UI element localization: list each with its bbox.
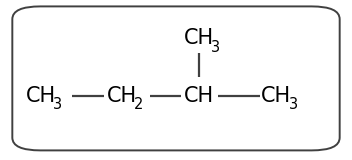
Text: CH: CH bbox=[184, 86, 214, 106]
Text: 3: 3 bbox=[53, 97, 62, 112]
Text: CH: CH bbox=[106, 86, 137, 106]
Text: 3: 3 bbox=[289, 97, 298, 112]
Text: CH: CH bbox=[184, 28, 214, 48]
Text: 3: 3 bbox=[211, 40, 220, 55]
FancyBboxPatch shape bbox=[12, 6, 340, 150]
Text: CH: CH bbox=[25, 86, 56, 106]
Text: CH: CH bbox=[261, 86, 291, 106]
Text: 2: 2 bbox=[134, 97, 143, 112]
